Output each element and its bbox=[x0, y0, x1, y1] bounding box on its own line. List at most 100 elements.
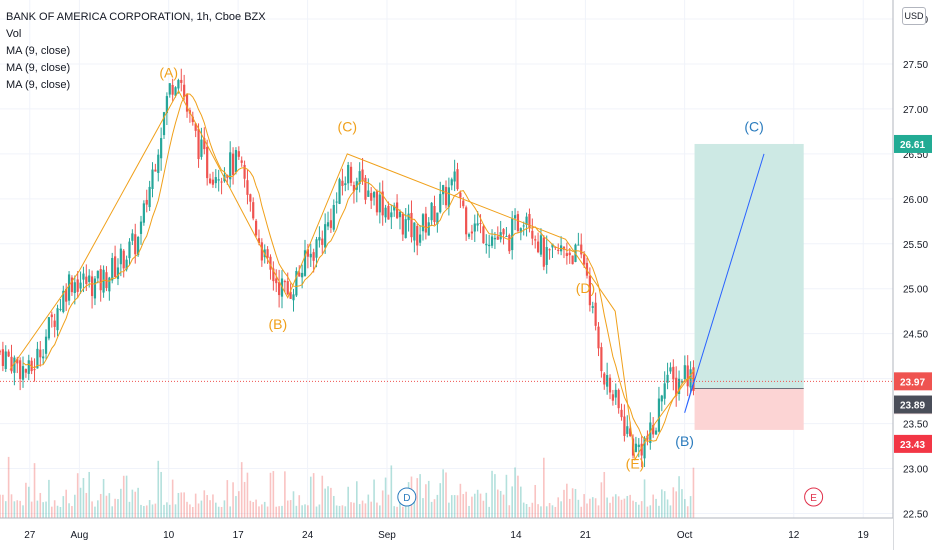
candle-body bbox=[384, 207, 387, 218]
candle-body bbox=[626, 426, 629, 434]
candle-body bbox=[76, 279, 79, 292]
candle-body bbox=[390, 212, 393, 218]
volume-bar bbox=[289, 500, 292, 518]
candle-body bbox=[4, 351, 7, 370]
candle-body bbox=[108, 277, 111, 292]
candle-body bbox=[600, 347, 603, 372]
volume-bar bbox=[361, 500, 364, 518]
volume-bar bbox=[525, 504, 528, 518]
candle-body bbox=[289, 291, 292, 299]
volume-bar bbox=[206, 495, 208, 518]
candle-body bbox=[349, 166, 353, 183]
candle-body bbox=[257, 238, 261, 243]
legend-ma-3[interactable]: MA (9, close) bbox=[6, 79, 71, 91]
volume-bar bbox=[384, 477, 387, 518]
legend-symbol[interactable]: BANK OF AMERICA CORPORATION, 1h, Cboe BZ… bbox=[6, 11, 266, 23]
volume-bar bbox=[643, 479, 646, 518]
legend-volume[interactable]: Vol bbox=[6, 28, 22, 40]
candle-body bbox=[381, 191, 384, 216]
candle-body bbox=[534, 239, 537, 241]
volume-bar bbox=[505, 474, 508, 518]
volume-bar bbox=[295, 505, 298, 518]
candle-body bbox=[194, 123, 197, 131]
candle-body bbox=[588, 275, 591, 306]
volume-bar bbox=[557, 497, 560, 518]
volume-bar bbox=[217, 506, 220, 518]
projection-path[interactable] bbox=[684, 153, 765, 413]
volume-bar bbox=[48, 479, 50, 518]
volume-bar bbox=[419, 474, 421, 518]
candle-body bbox=[608, 377, 612, 393]
volume-bar bbox=[275, 506, 278, 518]
volume-bar bbox=[82, 478, 85, 518]
candle-body bbox=[338, 179, 341, 204]
legend-ma-1[interactable]: MA (9, close) bbox=[6, 45, 71, 57]
volume-bar bbox=[347, 486, 349, 518]
candle-body bbox=[303, 250, 307, 276]
volume-bar bbox=[226, 480, 229, 518]
currency-button[interactable]: USD bbox=[902, 7, 926, 25]
volume-bar bbox=[491, 470, 493, 518]
volume-bar bbox=[120, 488, 122, 518]
volume-bar bbox=[373, 479, 375, 518]
volume-bar bbox=[399, 495, 401, 518]
candle-body bbox=[0, 351, 2, 353]
candle-body bbox=[65, 288, 68, 302]
volume-bar bbox=[462, 494, 465, 518]
volume-bar bbox=[678, 476, 680, 518]
candle-body bbox=[675, 377, 678, 396]
volume-bar bbox=[117, 499, 119, 518]
candle-body bbox=[10, 356, 13, 372]
candle-body bbox=[476, 223, 479, 226]
candle-body bbox=[375, 191, 379, 213]
volume-bar bbox=[528, 506, 531, 518]
volume-bar bbox=[50, 506, 53, 518]
wave-label-e[interactable]: (E) bbox=[626, 456, 645, 472]
candle-body bbox=[370, 193, 373, 201]
wave-label-c[interactable]: (C) bbox=[338, 118, 357, 134]
volume-bar bbox=[571, 488, 574, 518]
candle-body bbox=[361, 169, 364, 181]
wave-label-d[interactable]: (D) bbox=[576, 280, 595, 296]
volume-bar bbox=[148, 500, 151, 518]
candle-body bbox=[465, 207, 468, 235]
price-tick: 23.00 bbox=[903, 465, 928, 476]
volume-bar bbox=[0, 494, 1, 518]
wave-label-proj_b[interactable]: (B) bbox=[675, 433, 694, 449]
volume-bar bbox=[390, 465, 393, 518]
wave-path[interactable] bbox=[9, 89, 695, 462]
candle-body bbox=[116, 267, 120, 279]
candle-body bbox=[583, 254, 586, 265]
legend-ma-2[interactable]: MA (9, close) bbox=[6, 62, 71, 74]
volume-bar bbox=[94, 506, 96, 518]
target-zone[interactable] bbox=[694, 143, 804, 389]
volume-bar bbox=[629, 494, 631, 518]
volume-bar bbox=[330, 487, 332, 518]
volume-bar bbox=[191, 506, 194, 518]
volume-bar bbox=[502, 494, 505, 518]
candle-body bbox=[177, 80, 180, 89]
dividend-marker[interactable] bbox=[397, 487, 417, 507]
wave-label-b[interactable]: (B) bbox=[268, 316, 287, 332]
volume-bar bbox=[278, 506, 280, 518]
candle-body bbox=[286, 281, 289, 295]
volume-bar bbox=[675, 491, 677, 518]
candle-body bbox=[7, 351, 10, 357]
earnings-marker[interactable] bbox=[804, 487, 824, 507]
candle-body bbox=[453, 171, 456, 182]
candle-body bbox=[254, 220, 258, 236]
volume-bar bbox=[600, 482, 603, 518]
volume-bar bbox=[640, 501, 643, 518]
candle-body bbox=[105, 272, 108, 288]
candle-body bbox=[217, 179, 220, 181]
candle-body bbox=[174, 87, 177, 96]
volume-bar bbox=[637, 504, 640, 518]
candle-body bbox=[683, 365, 686, 380]
wave-label-proj_c[interactable]: (C) bbox=[744, 118, 763, 134]
stop-zone[interactable] bbox=[694, 388, 804, 430]
candle-body bbox=[139, 221, 143, 234]
wave-label-a[interactable]: (A) bbox=[159, 64, 178, 80]
volume-bar bbox=[468, 505, 470, 518]
candle-body bbox=[666, 374, 669, 383]
